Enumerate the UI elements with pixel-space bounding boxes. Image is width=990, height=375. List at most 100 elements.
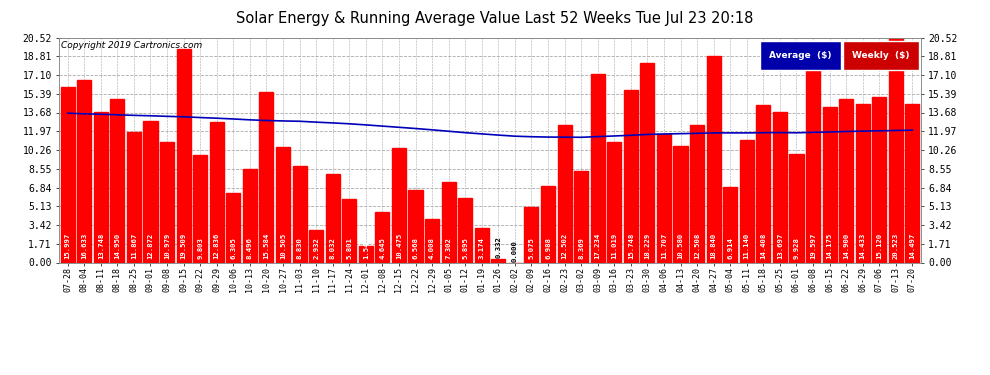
Bar bbox=[657, 134, 671, 262]
Text: 9.928: 9.928 bbox=[793, 237, 800, 259]
Bar bbox=[409, 190, 423, 262]
Text: 10.979: 10.979 bbox=[164, 233, 170, 259]
Text: 15.997: 15.997 bbox=[64, 233, 70, 259]
Text: 13.748: 13.748 bbox=[98, 233, 104, 259]
Bar bbox=[210, 122, 224, 262]
Text: 9.803: 9.803 bbox=[197, 237, 203, 259]
Text: Copyright 2019 Cartronics.com: Copyright 2019 Cartronics.com bbox=[61, 41, 202, 50]
Text: 14.408: 14.408 bbox=[760, 233, 766, 259]
Bar bbox=[292, 166, 307, 262]
Bar bbox=[641, 63, 654, 262]
Text: 14.433: 14.433 bbox=[859, 233, 865, 259]
Bar bbox=[309, 230, 323, 262]
Bar bbox=[690, 125, 704, 262]
Text: 8.032: 8.032 bbox=[330, 237, 336, 259]
Bar bbox=[855, 104, 870, 262]
Bar bbox=[756, 105, 770, 262]
Text: 12.508: 12.508 bbox=[694, 233, 700, 259]
Text: 18.229: 18.229 bbox=[644, 233, 650, 259]
Bar bbox=[343, 199, 356, 262]
Text: 3.174: 3.174 bbox=[479, 237, 485, 259]
Bar bbox=[326, 174, 340, 262]
Bar bbox=[475, 228, 489, 262]
Text: 10.580: 10.580 bbox=[677, 233, 683, 259]
Bar bbox=[840, 99, 853, 262]
Text: Weekly  ($): Weekly ($) bbox=[852, 51, 910, 60]
Bar bbox=[591, 74, 605, 262]
Bar bbox=[276, 147, 290, 262]
Text: 0.000: 0.000 bbox=[512, 240, 518, 262]
Bar bbox=[574, 171, 588, 262]
Text: 14.175: 14.175 bbox=[827, 233, 833, 259]
Bar bbox=[60, 87, 74, 262]
Bar bbox=[110, 99, 125, 262]
FancyBboxPatch shape bbox=[843, 41, 919, 70]
Text: 14.900: 14.900 bbox=[843, 233, 849, 259]
Text: 19.509: 19.509 bbox=[180, 233, 187, 259]
Bar bbox=[259, 92, 273, 262]
Text: 20.523: 20.523 bbox=[893, 233, 899, 259]
Bar bbox=[789, 154, 804, 262]
Text: 5.895: 5.895 bbox=[462, 237, 468, 259]
Text: 10.475: 10.475 bbox=[396, 233, 402, 259]
Text: 15.584: 15.584 bbox=[263, 233, 269, 259]
Text: 11.140: 11.140 bbox=[743, 233, 749, 259]
Bar bbox=[94, 112, 108, 262]
Text: 8.369: 8.369 bbox=[578, 237, 584, 259]
Bar bbox=[160, 142, 174, 262]
Text: 12.502: 12.502 bbox=[561, 233, 567, 259]
Bar bbox=[872, 97, 886, 262]
Text: 6.988: 6.988 bbox=[545, 237, 551, 259]
Bar bbox=[227, 194, 241, 262]
Text: 6.568: 6.568 bbox=[413, 237, 419, 259]
Text: 8.830: 8.830 bbox=[297, 237, 303, 259]
Bar bbox=[425, 219, 440, 262]
Text: 16.633: 16.633 bbox=[81, 233, 87, 259]
FancyBboxPatch shape bbox=[759, 41, 842, 70]
Bar bbox=[144, 122, 157, 262]
Text: 2.932: 2.932 bbox=[313, 237, 319, 259]
Text: 5.801: 5.801 bbox=[346, 237, 352, 259]
Bar bbox=[77, 80, 91, 262]
Text: 7.302: 7.302 bbox=[446, 237, 451, 259]
Bar bbox=[458, 198, 472, 262]
Text: 19.597: 19.597 bbox=[810, 233, 816, 259]
Bar bbox=[176, 49, 191, 262]
Text: 6.305: 6.305 bbox=[231, 237, 237, 259]
Text: 13.697: 13.697 bbox=[777, 233, 783, 259]
Bar bbox=[557, 125, 571, 262]
Bar bbox=[823, 107, 837, 262]
Text: 15.120: 15.120 bbox=[876, 233, 882, 259]
Bar bbox=[525, 207, 539, 262]
Text: 10.505: 10.505 bbox=[280, 233, 286, 259]
Text: 14.950: 14.950 bbox=[115, 233, 121, 259]
Bar bbox=[375, 211, 389, 262]
Bar bbox=[723, 187, 738, 262]
Bar bbox=[358, 246, 373, 262]
Text: 11.019: 11.019 bbox=[611, 233, 618, 259]
Text: 0.332: 0.332 bbox=[495, 236, 501, 258]
Text: 4.645: 4.645 bbox=[379, 237, 385, 259]
Bar bbox=[673, 147, 688, 262]
Text: 1.543: 1.543 bbox=[362, 237, 369, 259]
Bar bbox=[193, 155, 207, 262]
Bar bbox=[127, 132, 141, 262]
Text: 4.008: 4.008 bbox=[429, 237, 435, 259]
Text: 18.840: 18.840 bbox=[711, 233, 717, 259]
Bar bbox=[392, 148, 406, 262]
Bar bbox=[607, 142, 622, 262]
Text: 11.707: 11.707 bbox=[661, 233, 667, 259]
Text: 6.914: 6.914 bbox=[728, 237, 734, 259]
Bar bbox=[806, 48, 820, 262]
Bar bbox=[491, 259, 505, 262]
Bar bbox=[889, 38, 903, 262]
Bar bbox=[541, 186, 555, 262]
Text: 15.748: 15.748 bbox=[628, 233, 634, 259]
Text: 8.496: 8.496 bbox=[247, 237, 252, 259]
Bar bbox=[773, 112, 787, 262]
Text: 14.497: 14.497 bbox=[910, 233, 916, 259]
Text: 17.234: 17.234 bbox=[595, 233, 601, 259]
Text: 11.867: 11.867 bbox=[131, 233, 137, 259]
Bar bbox=[707, 56, 721, 262]
Bar bbox=[740, 140, 753, 262]
